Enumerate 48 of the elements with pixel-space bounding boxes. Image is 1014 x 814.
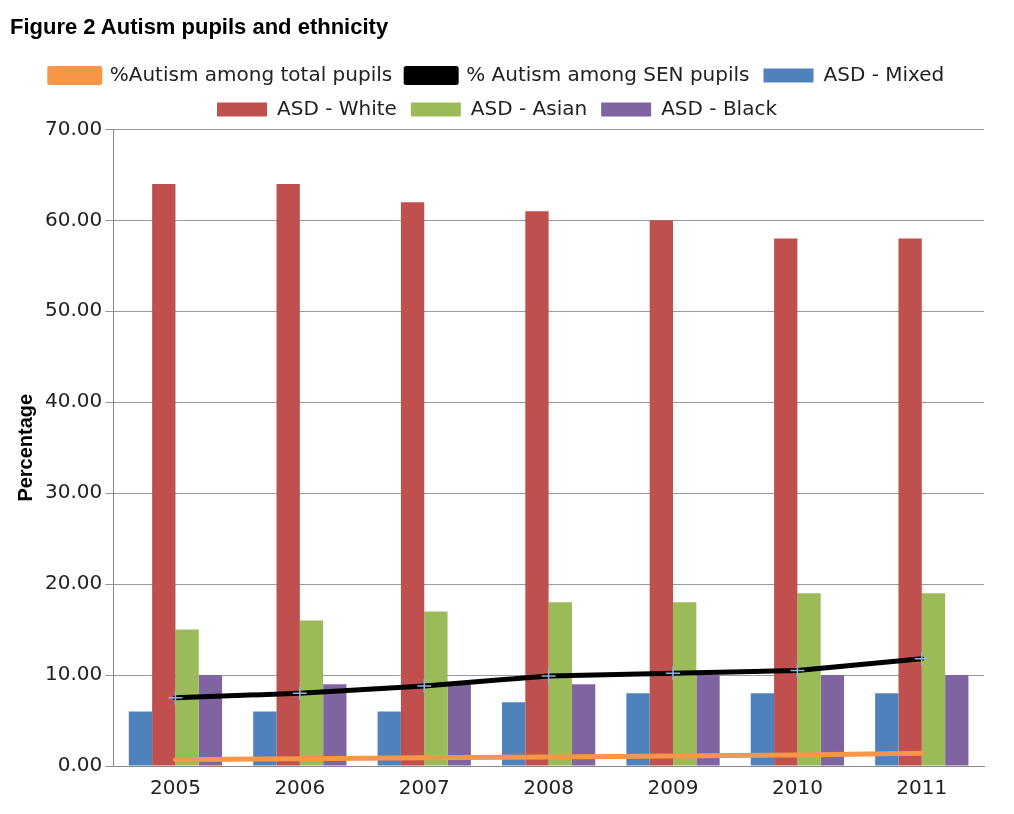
bar <box>152 183 176 766</box>
bar <box>571 684 596 766</box>
y-tick-label: 30.00 <box>44 479 103 504</box>
legend-label: %Autism among total pupils <box>109 61 393 86</box>
bar <box>175 629 199 766</box>
bar <box>400 202 425 766</box>
bar <box>299 620 324 766</box>
bar <box>673 602 697 766</box>
legend-label: ASD - Mixed <box>823 61 945 86</box>
bar <box>921 593 946 766</box>
x-tick-label: 2008 <box>523 775 575 800</box>
bar <box>820 675 845 766</box>
bar <box>548 602 572 766</box>
bar <box>945 675 969 766</box>
x-tick-label: 2006 <box>274 775 326 800</box>
bar <box>128 711 153 766</box>
bar <box>649 220 674 766</box>
bar <box>898 238 922 766</box>
bar <box>525 211 549 766</box>
bar <box>276 183 300 766</box>
y-tick-label: 10.00 <box>44 661 103 686</box>
x-tick-label: 2007 <box>398 775 450 800</box>
legend-label: ASD - White <box>277 95 397 120</box>
bar <box>424 611 448 766</box>
y-tick-label: 0.00 <box>57 752 103 777</box>
bar <box>875 693 899 766</box>
y-tick-label: 70.00 <box>44 115 103 140</box>
x-tick-label: 2005 <box>150 775 201 800</box>
legend-label: % Autism among SEN pupils <box>466 61 750 86</box>
x-tick-label: 2010 <box>771 775 823 800</box>
bar <box>774 238 798 766</box>
bar <box>750 693 775 766</box>
bar <box>696 675 720 766</box>
bar <box>626 693 650 766</box>
bar <box>253 711 277 766</box>
y-tick-label: 40.00 <box>44 388 103 413</box>
y-tick-label: 50.00 <box>44 297 103 322</box>
bar <box>797 593 821 766</box>
chart-title: Figure 2 Autism pupils and ethnicity <box>10 14 389 40</box>
legend-label: ASD - Asian <box>470 95 588 120</box>
x-tick-label: 2011 <box>896 775 948 800</box>
legend-label: ASD - Black <box>661 95 778 120</box>
y-tick-label: 20.00 <box>44 570 103 595</box>
x-tick-label: 2009 <box>647 775 699 800</box>
bar <box>501 702 526 766</box>
y-tick-label: 60.00 <box>44 206 103 231</box>
y-axis-title: Percentage <box>13 393 36 502</box>
bar <box>447 684 471 766</box>
